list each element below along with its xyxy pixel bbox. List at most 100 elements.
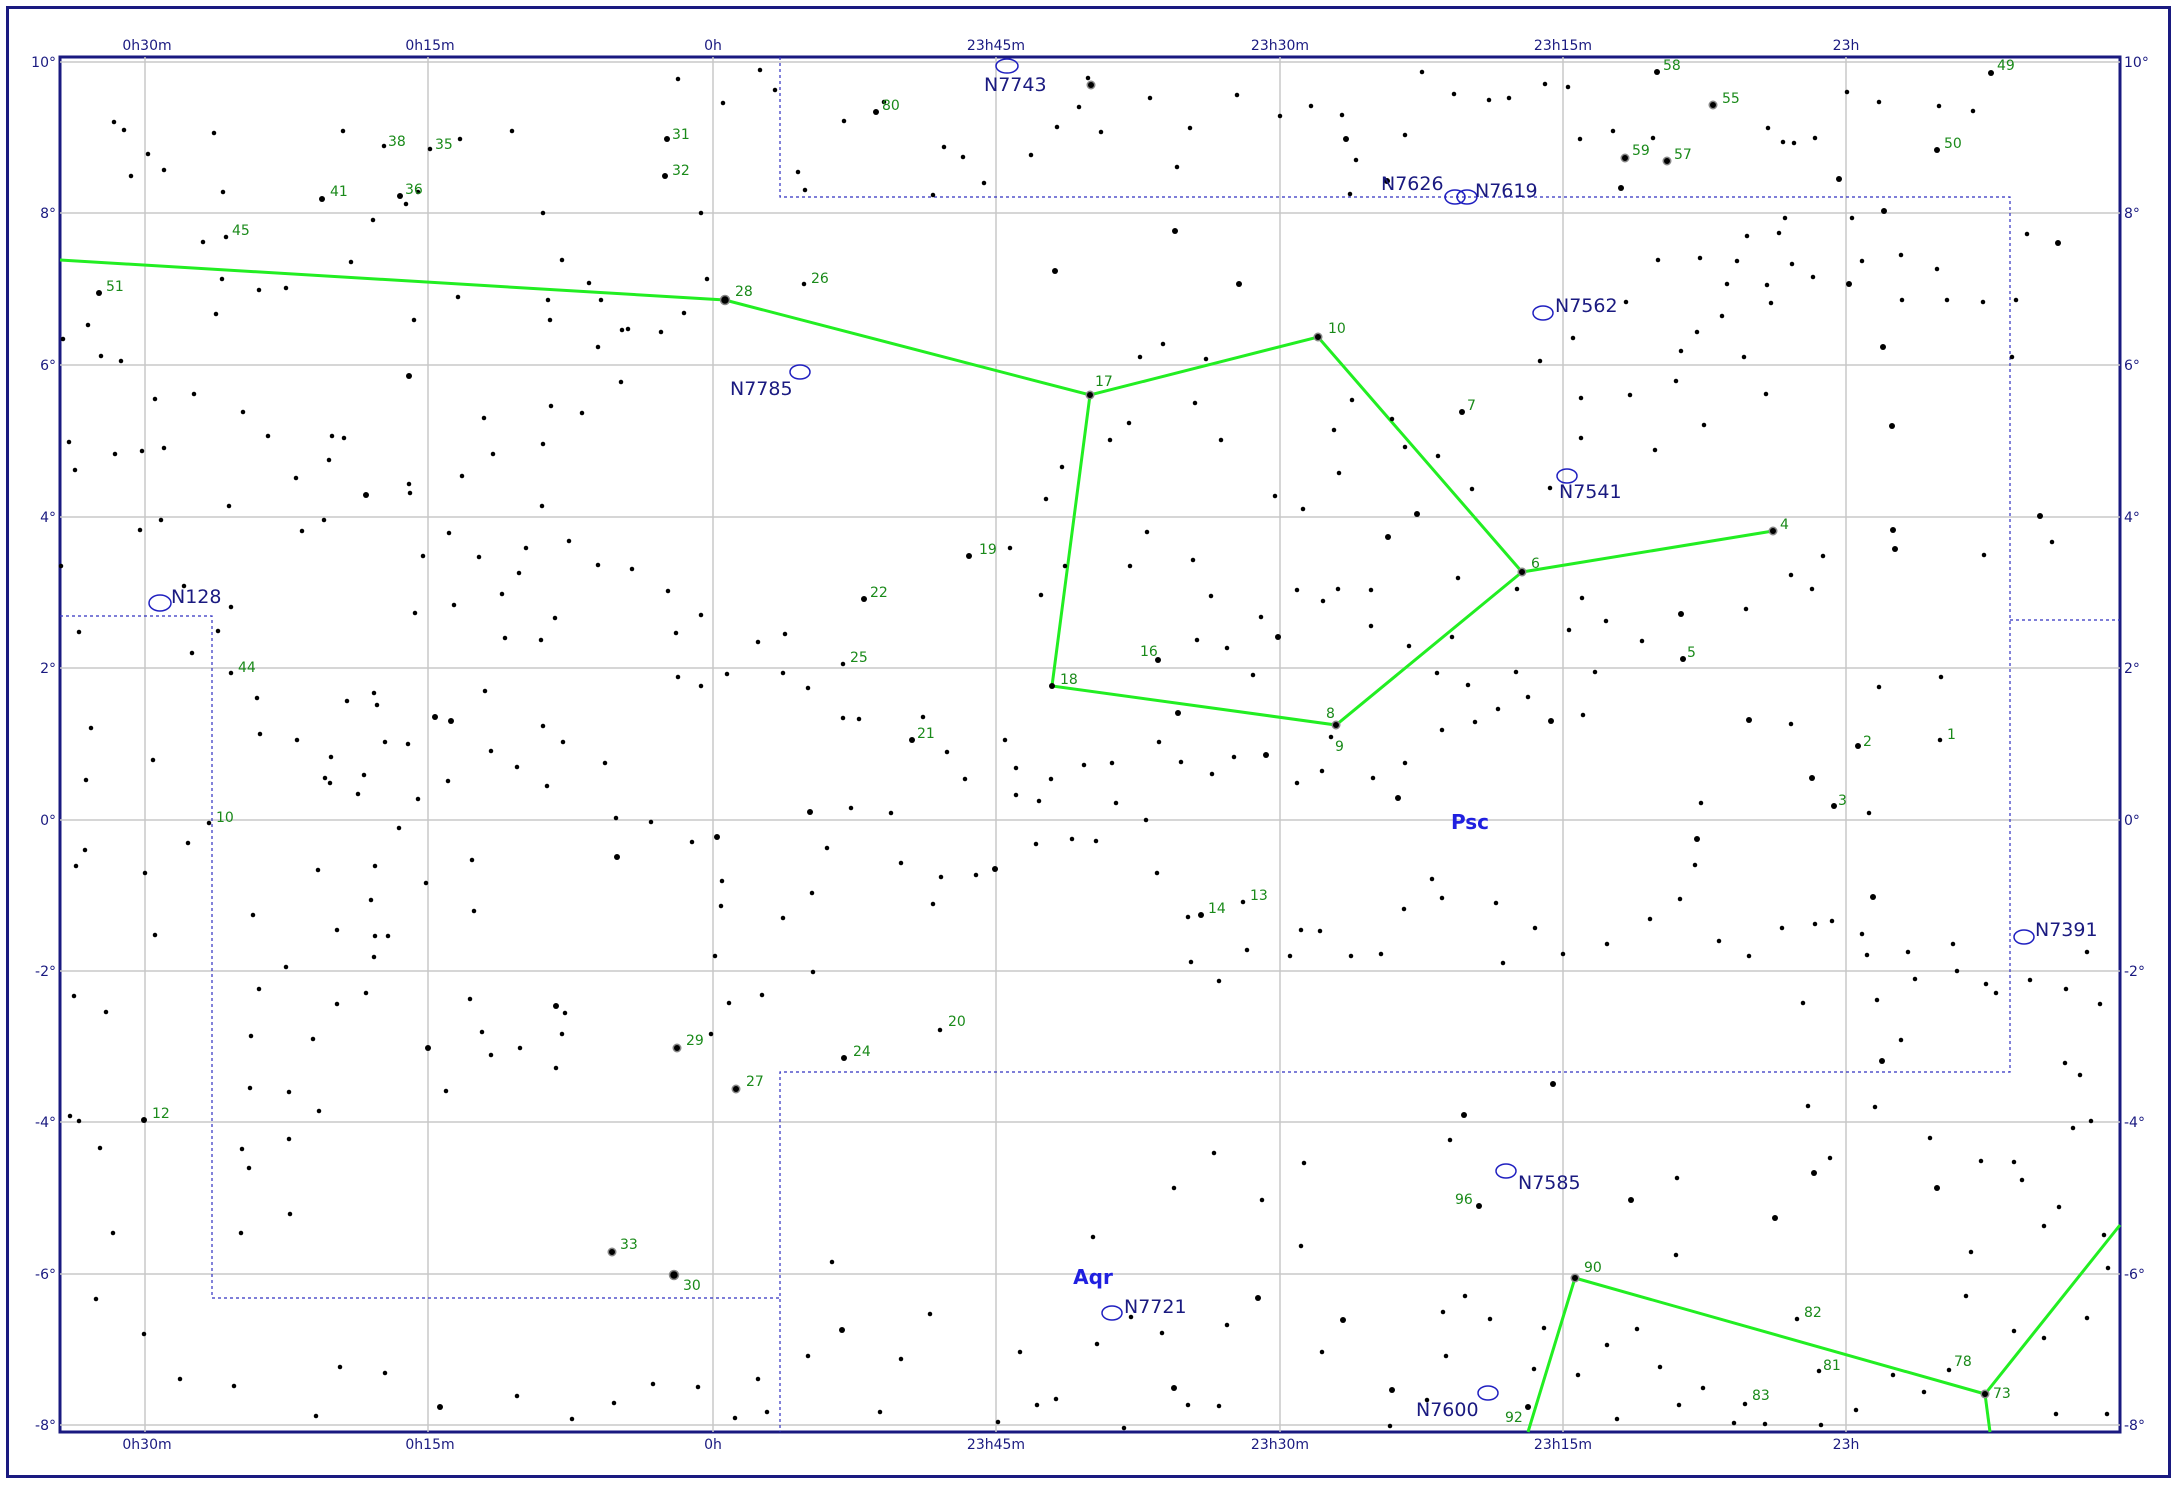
- ra-label-top: 23h: [1833, 38, 1860, 54]
- star: [1936, 103, 1942, 109]
- star: [1308, 103, 1314, 109]
- star: [1211, 1150, 1217, 1156]
- star: [121, 127, 127, 133]
- star-label: 19: [979, 542, 997, 558]
- star: [1085, 390, 1095, 400]
- star: [1525, 1404, 1531, 1410]
- star: [1694, 329, 1700, 335]
- star: [540, 723, 546, 729]
- star: [1028, 152, 1034, 158]
- star: [1762, 1421, 1768, 1427]
- star: [1178, 759, 1184, 765]
- star: [1143, 817, 1149, 823]
- star: [1846, 281, 1852, 287]
- star: [283, 285, 289, 291]
- star: [1155, 657, 1161, 663]
- star: [128, 173, 134, 179]
- star: [695, 1384, 701, 1390]
- star: [1541, 1325, 1547, 1331]
- star-label: 82: [1804, 1305, 1822, 1321]
- star: [1476, 1203, 1482, 1209]
- star-label: 59: [1632, 143, 1650, 159]
- star: [1370, 775, 1376, 781]
- star: [607, 1247, 617, 1257]
- star: [1208, 593, 1214, 599]
- star: [469, 857, 475, 863]
- star-label: 16: [1140, 644, 1158, 660]
- star: [1192, 400, 1198, 406]
- star: [517, 1045, 523, 1051]
- star: [1244, 947, 1250, 953]
- star: [805, 1353, 811, 1359]
- star-number-labels: 58 55 49 80 59 57 50 31 32 38 35 41 36 4…: [106, 58, 2015, 1426]
- star: [1890, 1372, 1896, 1378]
- star-label: 17: [1095, 374, 1113, 390]
- star: [1673, 1252, 1679, 1258]
- star: [1614, 1416, 1620, 1422]
- star: [161, 167, 167, 173]
- star: [1188, 959, 1194, 965]
- star: [1741, 354, 1747, 360]
- star: [2013, 297, 2019, 303]
- star: [341, 435, 347, 441]
- star: [248, 1033, 254, 1039]
- star: [1791, 140, 1797, 146]
- star: [141, 1331, 147, 1337]
- star: [1368, 587, 1374, 593]
- star: [152, 396, 158, 402]
- star: [1086, 80, 1096, 90]
- star: [689, 839, 695, 845]
- dec-label-right: 0°: [2124, 813, 2140, 829]
- star: [1439, 727, 1445, 733]
- star: [1240, 899, 1246, 905]
- star: [1831, 803, 1837, 809]
- star: [1049, 683, 1055, 689]
- star: [1746, 953, 1752, 959]
- star: [321, 517, 327, 523]
- ra-label-bottom: 0h15m: [405, 1437, 454, 1453]
- star: [1335, 586, 1341, 592]
- star: [1849, 215, 1855, 221]
- star: [411, 317, 417, 323]
- star: [1127, 563, 1133, 569]
- star: [1794, 1316, 1800, 1322]
- star: [1002, 737, 1008, 743]
- dso-label: N7743: [984, 74, 1047, 96]
- star: [313, 1413, 319, 1419]
- star: [329, 433, 335, 439]
- dec-label-left: 4°: [40, 510, 56, 526]
- star: [569, 1416, 575, 1422]
- star: [238, 1230, 244, 1236]
- star: [1724, 281, 1730, 287]
- star: [1829, 918, 1835, 924]
- star: [516, 570, 522, 576]
- star: [420, 553, 426, 559]
- star: [909, 737, 915, 743]
- star: [1331, 427, 1337, 433]
- star: [1171, 1185, 1177, 1191]
- star: [1320, 598, 1326, 604]
- star: [1652, 447, 1658, 453]
- star: [714, 834, 720, 840]
- star: [355, 791, 361, 797]
- star: [1275, 634, 1281, 640]
- star: [1172, 228, 1178, 234]
- star: [363, 492, 369, 498]
- star: [223, 234, 229, 240]
- star: [1007, 545, 1013, 551]
- star: [415, 189, 421, 195]
- star: [941, 144, 947, 150]
- star: [110, 1230, 116, 1236]
- star: [1872, 1104, 1878, 1110]
- dso-label: N7562: [1555, 295, 1618, 317]
- star: [293, 475, 299, 481]
- star: [1818, 1422, 1824, 1428]
- star-label: 51: [106, 279, 124, 295]
- star: [150, 757, 156, 763]
- ra-label-bottom: 0h: [704, 1437, 722, 1453]
- star: [1506, 95, 1512, 101]
- star: [595, 562, 601, 568]
- star: [1889, 423, 1895, 429]
- star: [2024, 231, 2030, 237]
